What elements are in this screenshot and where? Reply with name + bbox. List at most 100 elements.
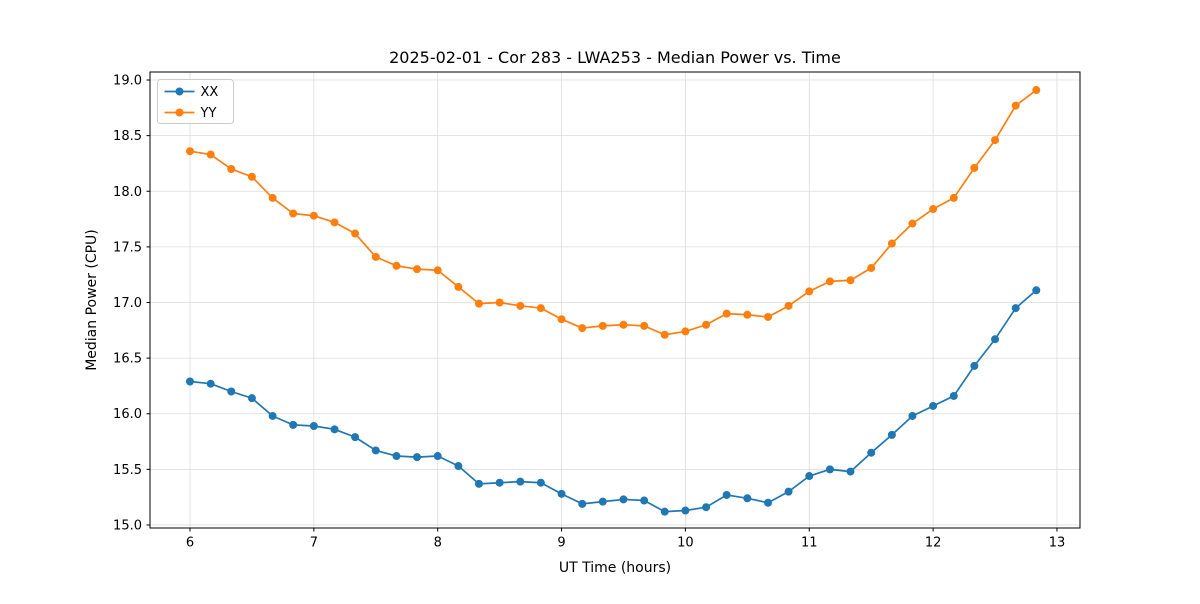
data-point-YY [660, 330, 669, 339]
data-point-XX [929, 401, 938, 410]
data-point-YY [227, 165, 236, 174]
data-point-XX [991, 335, 1000, 344]
data-point-YY [247, 172, 256, 181]
data-point-XX [495, 478, 504, 487]
x-tick-label: 12 [925, 536, 942, 551]
data-point-YY [1011, 101, 1020, 110]
data-point-XX [764, 498, 773, 507]
data-point-XX [454, 462, 463, 471]
data-point-XX [206, 379, 215, 388]
data-point-YY [206, 150, 215, 159]
data-point-YY [929, 205, 938, 214]
y-axis-label: Median Power (CPU) [84, 229, 100, 371]
y-tick-label: 18.0 [113, 185, 142, 200]
data-point-YY [413, 265, 422, 274]
data-point-YY [454, 282, 463, 291]
x-tick-label: 13 [1049, 536, 1066, 551]
data-point-YY [1032, 86, 1041, 95]
data-point-YY [289, 209, 298, 218]
data-point-XX [702, 503, 711, 512]
legend-box [157, 79, 234, 124]
data-point-XX [186, 377, 194, 386]
data-point-XX [867, 448, 876, 457]
x-tick-label: 9 [557, 536, 565, 551]
data-point-YY [846, 276, 855, 285]
data-point-YY [743, 310, 752, 319]
data-point-XX [949, 391, 958, 400]
data-point-YY [309, 211, 318, 220]
data-point-XX [516, 477, 525, 486]
data-point-YY [640, 321, 649, 330]
data-point-XX [1011, 304, 1020, 313]
data-point-XX [784, 487, 793, 496]
data-point-YY [702, 320, 711, 329]
legend-label-YY: YY [200, 106, 217, 121]
data-point-XX [722, 490, 731, 499]
data-point-XX [660, 507, 669, 516]
data-point-XX [970, 361, 979, 370]
data-point-YY [805, 287, 814, 296]
data-point-XX [887, 430, 896, 439]
data-point-XX [268, 411, 277, 420]
legend-marker-YY [175, 108, 184, 117]
data-point-XX [598, 497, 607, 506]
y-tick-label: 16.0 [113, 407, 142, 422]
x-tick-label: 8 [434, 536, 442, 551]
data-point-XX [805, 472, 814, 481]
data-point-YY [330, 218, 339, 227]
legend-label-XX: XX [201, 85, 219, 100]
chart-layers: 6 7 8 9 10 11 12 13 15.0 15.5 16.0 16.5 17.0 17.5 18.0… [113, 71, 1081, 551]
data-point-YY [970, 163, 979, 172]
data-point-XX [351, 433, 360, 442]
data-point-YY [887, 239, 896, 248]
data-point-YY [186, 147, 194, 156]
data-point-YY [598, 321, 607, 330]
data-point-XX [474, 479, 483, 488]
x-tick-label: 6 [186, 536, 194, 551]
data-point-YY [557, 315, 566, 324]
x-tick-label: 7 [310, 536, 318, 551]
legend-marker-XX [175, 87, 184, 96]
data-point-YY [784, 301, 793, 310]
data-point-XX [825, 465, 834, 474]
data-point-XX [1032, 286, 1041, 295]
y-tick-label: 18.5 [113, 129, 142, 144]
data-point-XX [640, 496, 649, 505]
y-tick-label: 15.0 [113, 518, 142, 533]
series-line-XX [189, 289, 1037, 513]
plot-border [149, 71, 1081, 529]
x-tick-label: 11 [801, 536, 818, 551]
data-point-XX [578, 499, 587, 508]
y-tick-label: 19.0 [113, 74, 142, 89]
data-point-XX [227, 387, 236, 396]
data-point-XX [908, 411, 917, 420]
data-point-YY [392, 261, 401, 270]
data-point-XX [413, 453, 422, 462]
data-point-YY [722, 309, 731, 318]
data-point-YY [371, 252, 380, 261]
data-point-YY [516, 301, 525, 310]
data-point-YY [908, 219, 917, 228]
data-point-YY [867, 264, 876, 273]
data-point-YY [268, 193, 277, 202]
data-point-XX [247, 394, 256, 403]
data-point-YY [991, 136, 1000, 145]
data-point-XX [846, 467, 855, 476]
data-point-XX [557, 489, 566, 498]
y-tick-label: 17.0 [113, 296, 142, 311]
y-tick-label: 15.5 [113, 463, 142, 478]
data-point-XX [309, 421, 318, 430]
data-point-XX [536, 478, 545, 487]
data-point-XX [392, 452, 401, 461]
data-point-YY [764, 312, 773, 321]
data-point-YY [433, 266, 442, 275]
data-point-YY [578, 324, 587, 333]
data-point-XX [330, 425, 339, 434]
series-line-YY [189, 89, 1037, 336]
data-point-XX [743, 494, 752, 503]
data-point-XX [371, 446, 380, 455]
data-point-YY [681, 327, 690, 336]
data-point-YY [825, 277, 834, 286]
